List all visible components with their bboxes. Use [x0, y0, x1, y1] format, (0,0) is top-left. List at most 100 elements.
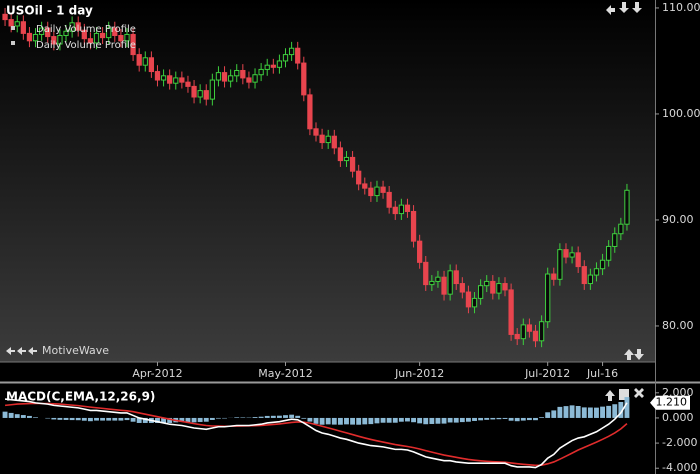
- histogram-bar: [26, 415, 32, 418]
- histogram-bar: [453, 417, 459, 423]
- macd-line: [4, 402, 628, 467]
- histogram-bar: [155, 417, 160, 423]
- histogram-bar: [33, 417, 38, 418]
- candle-body: [532, 330, 539, 342]
- x-tick-label: Jul-16: [586, 367, 618, 380]
- candle-body: [99, 32, 106, 39]
- histogram-bar: [161, 417, 167, 423]
- histogram-bar: [331, 417, 337, 425]
- histogram-bar: [618, 401, 624, 418]
- candle-body: [331, 135, 337, 149]
- candle-body: [325, 135, 331, 144]
- histogram-bar: [411, 417, 416, 423]
- candle-body: [57, 35, 63, 45]
- candle-body: [288, 47, 295, 56]
- candle-body: [167, 75, 173, 84]
- histogram-bar: [459, 417, 465, 423]
- y-tick-label: 2.000: [662, 386, 694, 399]
- histogram-bar: [423, 417, 429, 425]
- candle-body: [587, 274, 594, 285]
- candle-body: [264, 64, 270, 70]
- histogram-bar: [435, 417, 441, 424]
- candle-body: [136, 54, 142, 66]
- candle-body: [459, 283, 465, 293]
- candle-body: [252, 74, 258, 83]
- histogram-bar: [191, 417, 197, 423]
- histogram-bar: [441, 417, 447, 424]
- histogram-bar: [301, 417, 307, 419]
- candle-body: [221, 72, 228, 82]
- legend-bullet: [11, 26, 15, 30]
- candle-body: [197, 90, 203, 98]
- histogram-bar: [600, 406, 606, 418]
- nav-arrows[interactable]: [6, 347, 37, 355]
- histogram-bar: [14, 414, 20, 418]
- y-tick-label: 110.00: [662, 1, 700, 14]
- price-panel: [0, 0, 655, 362]
- candle-body: [51, 36, 57, 45]
- candle-body: [179, 77, 185, 83]
- histogram-bar: [344, 417, 349, 425]
- candle-body: [404, 204, 411, 212]
- histogram-bar: [51, 417, 57, 420]
- histogram-bar: [405, 417, 410, 422]
- candle-body: [258, 68, 264, 76]
- histogram-bar: [118, 417, 124, 421]
- histogram-bar: [63, 417, 69, 420]
- candle-body: [26, 32, 33, 42]
- candle-body: [386, 191, 392, 208]
- histogram-bar: [112, 417, 118, 421]
- histogram-bar: [539, 417, 545, 418]
- panel-controls[interactable]: [605, 2, 644, 401]
- candle-body: [392, 206, 398, 215]
- candle-body: [349, 156, 356, 172]
- candle-body: [234, 69, 240, 77]
- candle-body: [313, 128, 319, 136]
- candle-body: [490, 280, 496, 294]
- y-tick-label: 100.00: [662, 107, 700, 120]
- legend-entry[interactable]: Daily Volume Profile: [36, 40, 136, 51]
- histogram-bar: [392, 417, 398, 423]
- histogram-bar: [130, 417, 136, 422]
- candle-body: [343, 156, 350, 162]
- candle-body: [203, 90, 209, 100]
- histogram-bar: [124, 417, 130, 421]
- macd-plot: [2, 397, 630, 469]
- candle-body: [240, 69, 246, 79]
- candle-body: [173, 77, 179, 84]
- histogram-bar: [624, 397, 630, 418]
- histogram-bar: [606, 405, 612, 418]
- histogram-bar: [447, 417, 453, 423]
- candle-body: [307, 94, 313, 130]
- candle-body: [581, 266, 587, 285]
- histogram-bar: [295, 415, 301, 418]
- candle-body: [124, 33, 130, 42]
- candle-body: [624, 189, 630, 225]
- legend-bullet: [11, 41, 15, 45]
- candle-body: [246, 77, 252, 83]
- candle-body: [185, 81, 191, 87]
- histogram-bar: [496, 417, 502, 420]
- x-tick-label: Jun-2012: [394, 367, 444, 380]
- candle-body: [612, 233, 618, 247]
- candle-body: [374, 186, 380, 197]
- y-tick-label: 0.000: [662, 411, 694, 424]
- candle-body: [557, 249, 563, 280]
- candles: [2, 7, 630, 348]
- candle-body: [75, 22, 81, 31]
- candle-body: [593, 268, 600, 276]
- legend-entry[interactable]: Daily Volume Profile: [36, 24, 136, 35]
- histogram-bar: [222, 417, 227, 419]
- candle-body: [148, 57, 155, 73]
- candle-body: [551, 273, 557, 280]
- histogram-bar: [508, 417, 514, 421]
- histogram-bar: [587, 407, 593, 418]
- candle-body: [20, 21, 26, 34]
- candle-body: [118, 35, 124, 42]
- macd-title: MACD(C,EMA,12,26,9): [6, 390, 155, 404]
- histogram-bar: [87, 417, 93, 422]
- histogram-bar: [167, 417, 173, 423]
- candle-body: [45, 27, 51, 38]
- candle-body: [337, 147, 344, 162]
- histogram-bar: [490, 417, 496, 420]
